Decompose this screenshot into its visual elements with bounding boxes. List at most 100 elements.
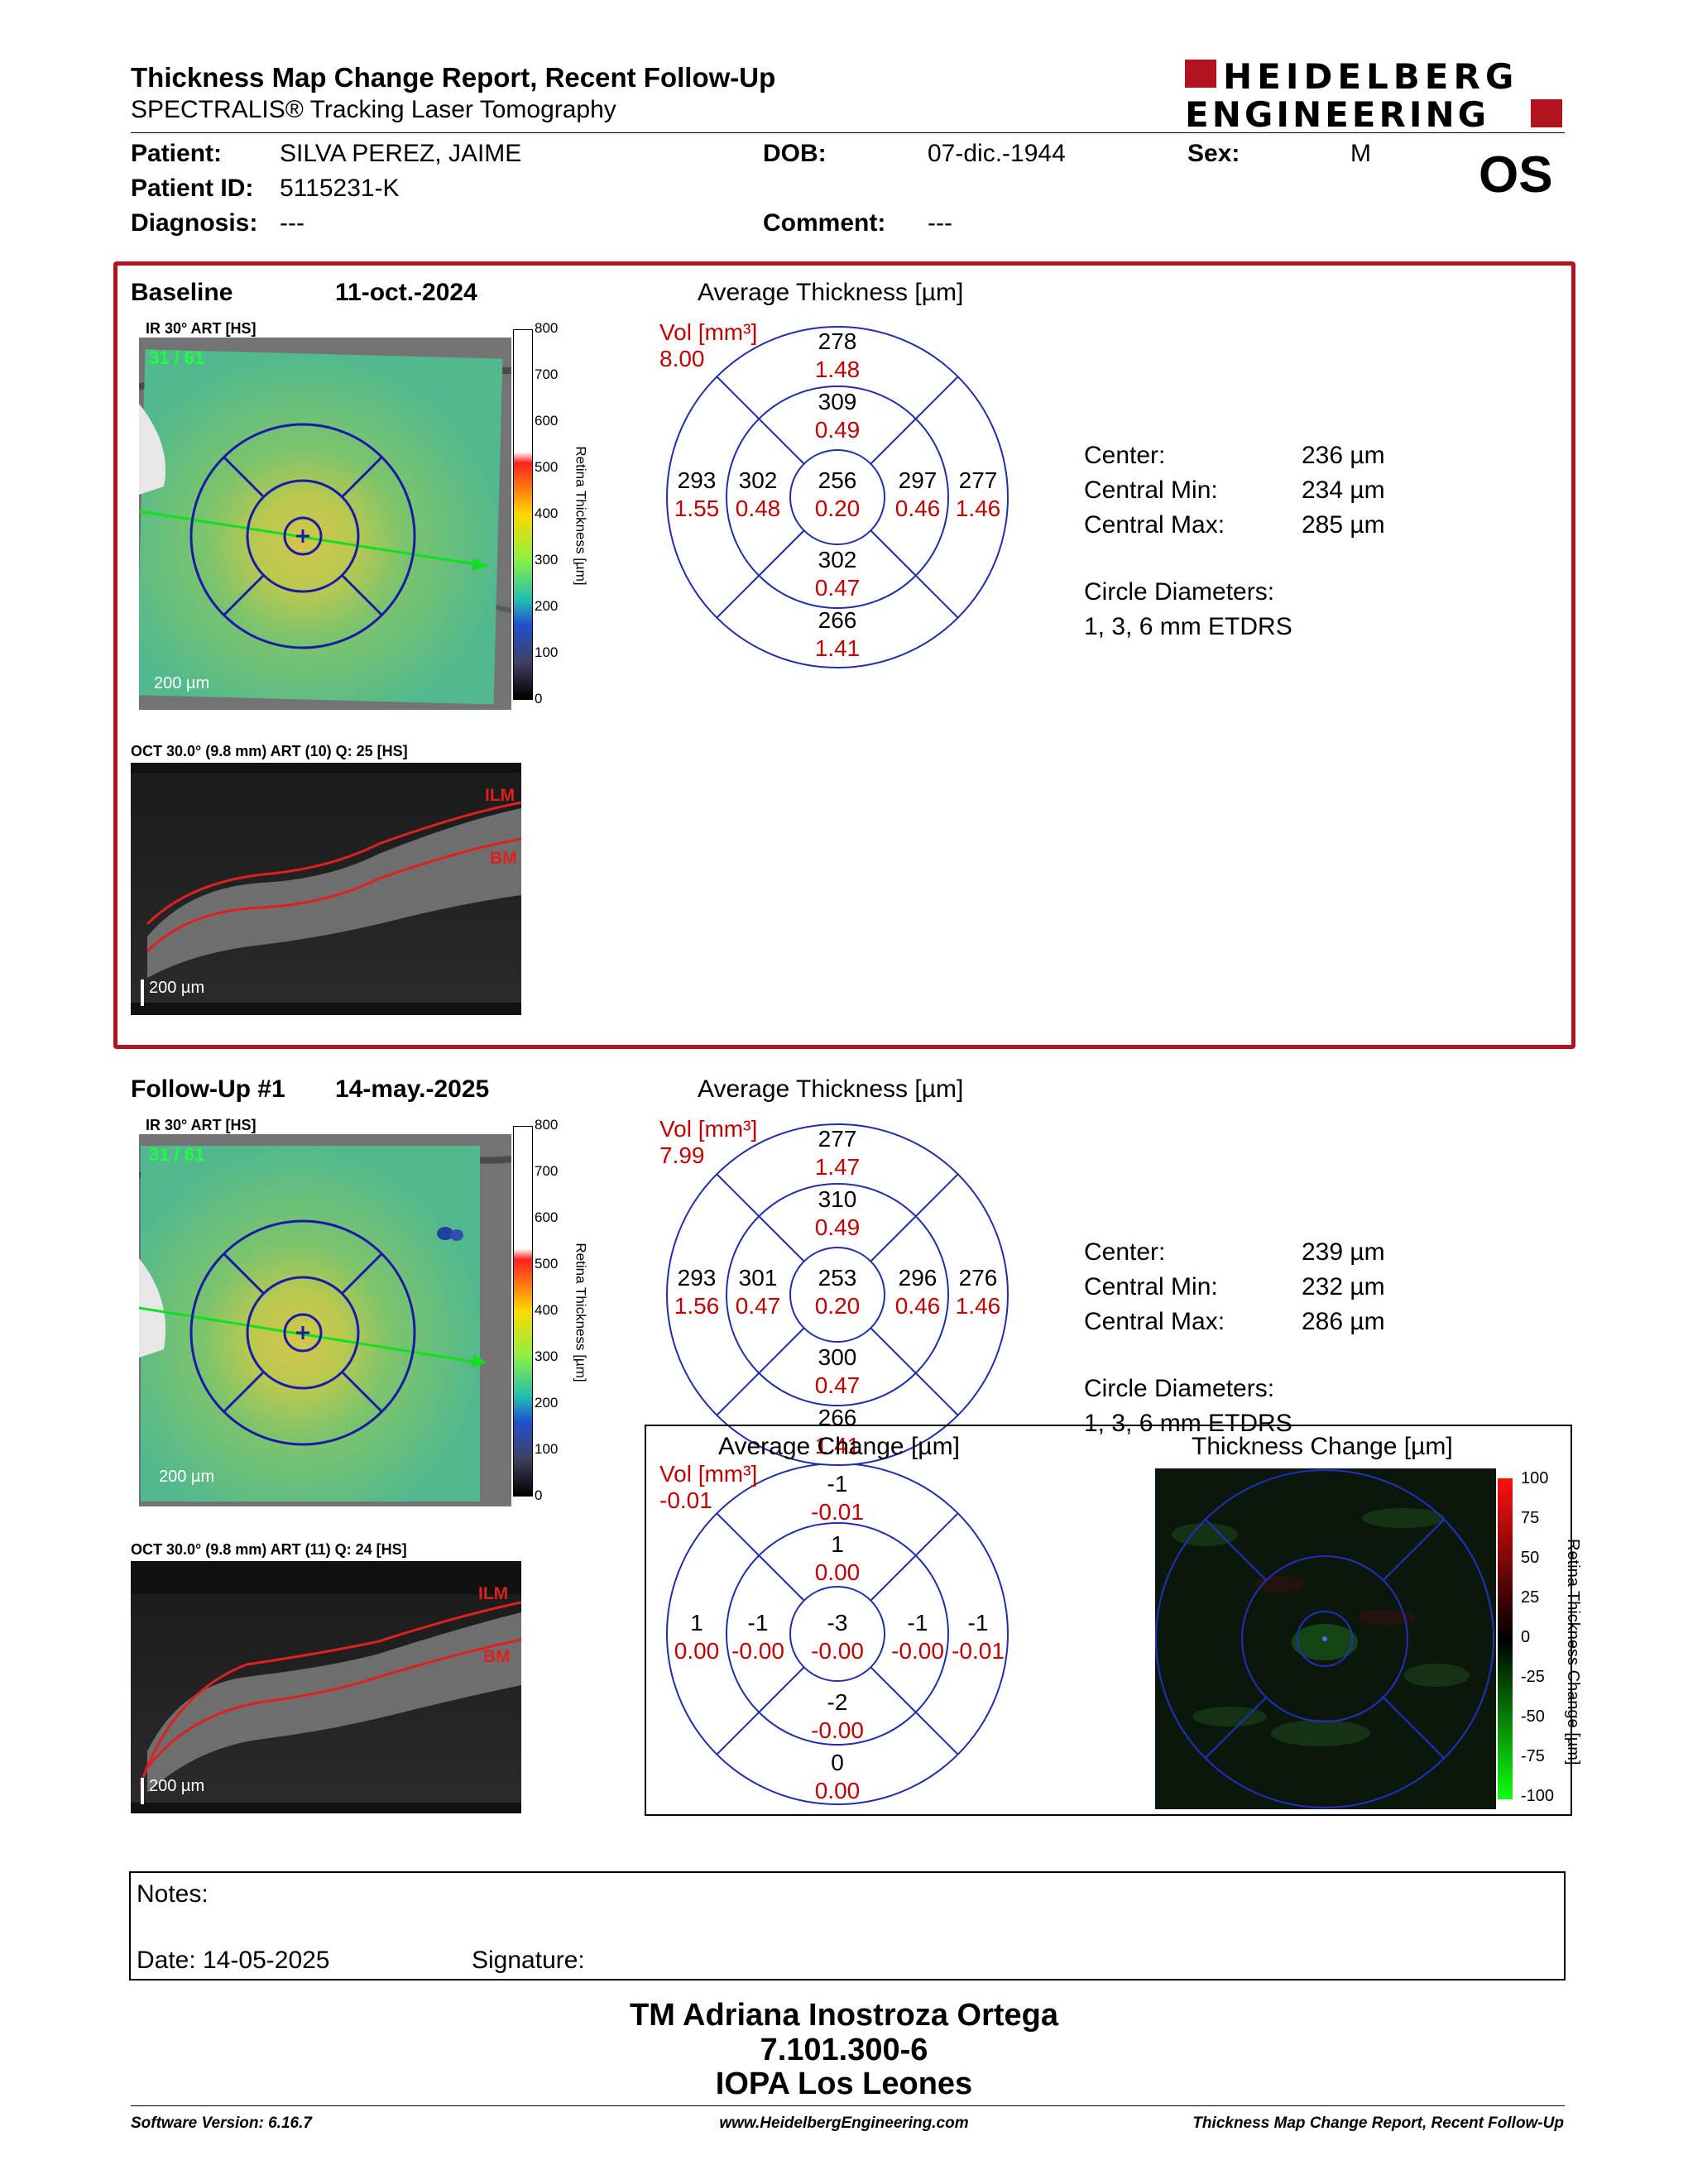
change-colorbar <box>1498 1478 1513 1799</box>
baseline-vol-label: Vol [mm³] <box>659 319 758 345</box>
baseline-colorbar <box>513 329 533 700</box>
signer-org: IOPA Los Leones <box>715 2067 973 2101</box>
followup-colorbar <box>513 1126 533 1497</box>
followup-bm-label: BM <box>483 1647 511 1666</box>
baseline-colorbar-ticks: 800 700 600 500 400 300 200 100 0 <box>535 320 559 706</box>
change-outer-left: 1 0.00 <box>674 1610 720 1664</box>
change-inner-right: -1 -0.00 <box>891 1610 944 1664</box>
followup-oct-image: ILM BM 200 µm <box>131 1561 522 1813</box>
followup-avg-title: Average Thickness [µm] <box>698 1075 964 1103</box>
followup-oct-scale: 200 µm <box>149 1777 205 1795</box>
diagnosis-value: --- <box>280 209 305 237</box>
sex-label: Sex: <box>1187 140 1240 167</box>
baseline-center: 256 0.20 <box>814 467 861 521</box>
diagnosis-label: Diagnosis: <box>131 209 258 237</box>
baseline-ir-label: IR 30° ART [HS] <box>146 320 257 337</box>
baseline-outer-top: 278 1.48 <box>814 328 861 382</box>
followup-outer-left: 293 1.56 <box>674 1265 720 1319</box>
baseline-bm-label: BM <box>490 849 517 868</box>
signer-name: TM Adriana Inostroza Ortega <box>630 1998 1058 2033</box>
followup-vol-value: 7.99 <box>659 1142 705 1168</box>
followup-label: Follow-Up #1 <box>131 1075 285 1103</box>
change-inner-bottom: -2 -0.00 <box>811 1689 864 1743</box>
baseline-oct-label: OCT 30.0° (9.8 mm) ART (10) Q: 25 [HS] <box>131 743 408 759</box>
comment-label: Comment: <box>763 209 886 237</box>
baseline-ilm-label: ILM <box>485 786 516 805</box>
followup-center: 253 0.20 <box>814 1265 861 1319</box>
followup-center-label: Center: <box>1084 1238 1166 1266</box>
notes-label: Notes: <box>137 1880 209 1908</box>
change-center: -3 -0.00 <box>811 1610 864 1664</box>
followup-ir-scale: 200 µm <box>159 1468 215 1486</box>
baseline-max-value: 285 µm <box>1302 511 1385 539</box>
footer-url[interactable]: www.HeidelbergEngineering.com <box>719 2115 969 2132</box>
baseline-avg-title: Average Thickness [µm] <box>698 279 964 306</box>
baseline-outer-bottom: 266 1.41 <box>814 607 861 661</box>
signer-id: 7.101.300-6 <box>760 2033 928 2067</box>
baseline-max-label: Central Max: <box>1084 511 1225 539</box>
notes-box[interactable] <box>129 1871 1566 1980</box>
baseline-outer-left: 293 1.55 <box>674 467 720 521</box>
baseline-outer-right: 277 1.46 <box>955 467 1001 521</box>
baseline-min-value: 234 µm <box>1302 477 1385 504</box>
baseline-frame <box>113 261 1575 1049</box>
baseline-ir-image: IR 30° ART [HS] 31 / 61 200 µm <box>136 321 512 710</box>
followup-ir-label: IR 30° ART [HS] <box>146 1117 257 1133</box>
baseline-colorbar-title: Retina Thickness [µm] <box>573 446 589 586</box>
followup-min-value: 232 µm <box>1302 1273 1385 1300</box>
followup-vol-label: Vol [mm³] <box>659 1116 758 1142</box>
followup-outer-right: 276 1.46 <box>955 1265 1001 1319</box>
followup-max-value: 286 µm <box>1302 1308 1385 1335</box>
followup-inner-left: 301 0.47 <box>735 1265 781 1319</box>
baseline-center-value: 236 µm <box>1302 442 1385 469</box>
baseline-ir-scale: 200 µm <box>154 674 210 692</box>
change-colorbar-ticks: 100 75 50 25 0 -25 -50 -75 -100 <box>1521 1469 1555 1805</box>
dob-label: DOB: <box>763 140 827 167</box>
sex-value: M <box>1350 140 1371 167</box>
baseline-diam-label: Circle Diameters: <box>1084 578 1275 606</box>
baseline-diam-value: 1, 3, 6 mm ETDRS <box>1084 613 1292 640</box>
baseline-frame-counter: 31 / 61 <box>149 347 205 368</box>
followup-etdrs-grid <box>658 1116 1014 1472</box>
footer-software: Software Version: 6.16.7 <box>131 2115 312 2132</box>
patient-name: SILVA PEREZ, JAIME <box>280 140 522 167</box>
change-inner-top: 1 0.00 <box>814 1531 861 1585</box>
followup-date: 14-may.-2025 <box>335 1075 490 1103</box>
followup-oct-label: OCT 30.0° (9.8 mm) ART (11) Q: 24 [HS] <box>131 1541 407 1558</box>
baseline-inner-top: 309 0.49 <box>814 389 861 443</box>
baseline-vol-value: 8.00 <box>659 346 705 371</box>
notes-date: Date: 14-05-2025 <box>137 1947 330 1974</box>
change-colorbar-title: Retina Thickness Change [µm] <box>1564 1539 1582 1765</box>
baseline-inner-right: 297 0.46 <box>894 467 941 521</box>
change-map-title: Thickness Change [µm] <box>1192 1433 1453 1460</box>
patient-id-label: Patient ID: <box>131 175 254 202</box>
change-map-image <box>1155 1468 1496 1809</box>
baseline-center-label: Center: <box>1084 442 1166 469</box>
baseline-label: Baseline <box>131 279 233 306</box>
followup-inner-bottom: 300 0.47 <box>814 1344 861 1398</box>
comment-value: --- <box>928 209 952 237</box>
signature-label: Signature: <box>472 1947 585 1974</box>
patient-label: Patient: <box>131 140 223 167</box>
change-inner-left: -1 -0.00 <box>731 1610 784 1664</box>
followup-ir-image: IR 30° ART [HS] 31 / 61 200 µm <box>138 1118 512 1506</box>
baseline-date: 11-oct.-2024 <box>335 279 477 306</box>
heidelberg-logo: HEIDELBERG ENGINEERING <box>1185 56 1566 135</box>
dob-value: 07-dic.-1944 <box>928 140 1066 167</box>
followup-inner-right: 296 0.46 <box>894 1265 941 1319</box>
patient-id-value: 5115231-K <box>280 175 400 202</box>
followup-colorbar-title: Retina Thickness [µm] <box>573 1243 589 1382</box>
followup-center-value: 239 µm <box>1302 1238 1385 1266</box>
baseline-min-label: Central Min: <box>1084 477 1218 504</box>
baseline-inner-left: 302 0.48 <box>735 467 781 521</box>
followup-ilm-label: ILM <box>478 1584 509 1603</box>
change-avg-title: Average Change [µm] <box>718 1433 960 1460</box>
report-title: Thickness Map Change Report, Recent Foll… <box>131 62 776 93</box>
followup-inner-top: 310 0.49 <box>814 1186 861 1240</box>
report-subtitle: SPECTRALIS® Tracking Laser Tomography <box>131 96 616 123</box>
eye-indicator: OS <box>1479 146 1553 204</box>
followup-max-label: Central Max: <box>1084 1308 1225 1335</box>
change-box <box>645 1425 1572 1816</box>
baseline-oct-scale: 200 µm <box>149 979 205 997</box>
footer-report: Thickness Map Change Report, Recent Foll… <box>1192 2115 1564 2132</box>
